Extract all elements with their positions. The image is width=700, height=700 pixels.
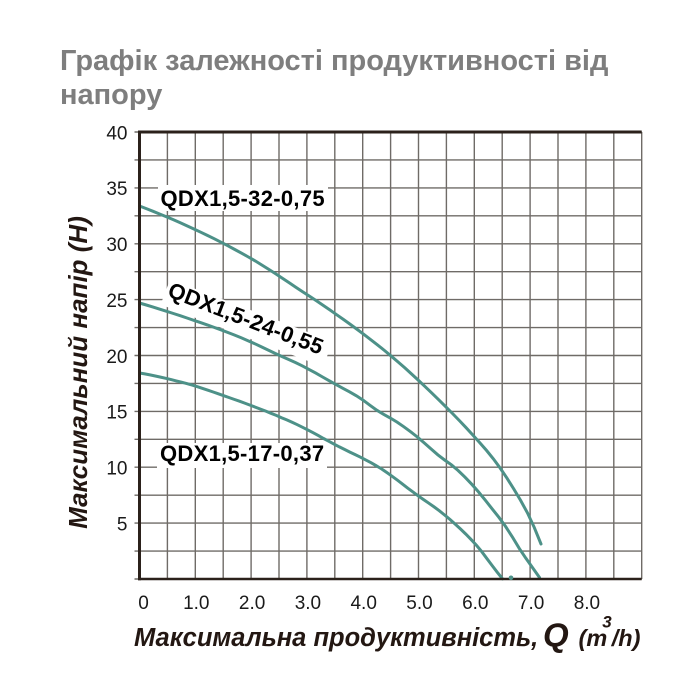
svg-text:QDX1,5-17-0,37: QDX1,5-17-0,37	[160, 441, 324, 466]
svg-text:35: 35	[106, 179, 127, 200]
svg-text:(m3/h): (m3/h)	[579, 613, 641, 652]
svg-text:3.0: 3.0	[295, 593, 321, 614]
svg-text:25: 25	[106, 291, 127, 312]
svg-text:5.0: 5.0	[406, 593, 432, 614]
svg-text:8.0: 8.0	[574, 593, 600, 614]
svg-text:Максимальна продуктивність,: Максимальна продуктивність,	[134, 624, 538, 652]
svg-text:10: 10	[106, 459, 127, 480]
svg-text:15: 15	[106, 403, 127, 424]
svg-text:5: 5	[117, 514, 128, 535]
svg-text:20: 20	[106, 347, 127, 368]
svg-text:1.0: 1.0	[183, 593, 209, 614]
svg-text:7.0: 7.0	[518, 593, 544, 614]
svg-text:Q: Q	[543, 617, 569, 654]
svg-text:40: 40	[106, 123, 127, 144]
svg-text:6.0: 6.0	[462, 593, 488, 614]
svg-text:30: 30	[106, 235, 127, 256]
svg-text:4.0: 4.0	[350, 593, 376, 614]
svg-text:QDX1,5-32-0,75: QDX1,5-32-0,75	[161, 186, 325, 211]
svg-text:Максимальний напір (Н): Максимальний напір (Н)	[63, 216, 93, 529]
svg-text:0: 0	[138, 593, 149, 614]
svg-text:2.0: 2.0	[239, 593, 265, 614]
